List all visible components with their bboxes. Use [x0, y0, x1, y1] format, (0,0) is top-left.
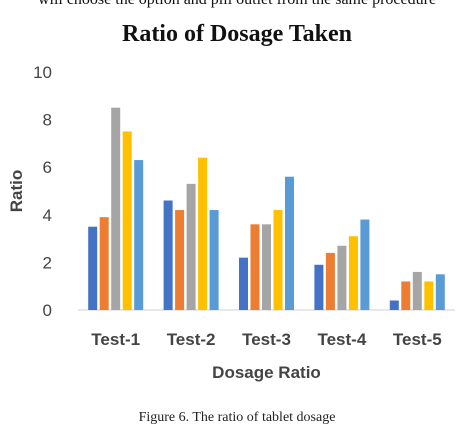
x-axis-label: Dosage Ratio — [212, 363, 321, 382]
x-tick-label: Test-4 — [317, 330, 366, 349]
bar-test-3-series-1 — [239, 257, 248, 310]
figure-caption: Figure 6. The ratio of tablet dosage — [138, 410, 336, 425]
bar-test-5-series-2 — [401, 281, 411, 310]
bar-test-1-series-3 — [111, 107, 121, 310]
y-tick-label: 10 — [33, 63, 52, 82]
bar-test-5-series-1 — [389, 300, 399, 310]
bar-test-2-series-2 — [175, 210, 185, 310]
y-axis-label: Ratio — [7, 170, 26, 213]
bar-test-3-series-3 — [262, 224, 271, 310]
bar-test-2-series-4 — [198, 157, 208, 310]
bars-group — [88, 107, 445, 310]
bar-test-3-series-5 — [285, 176, 294, 310]
bar-test-5-series-3 — [412, 271, 422, 310]
bar-chart: 0 2 4 6 8 10 Test-1 Test-2 Test-3 Test-4 Test-5 R… — [7, 63, 455, 382]
bar-test-2-series-1 — [163, 200, 173, 310]
y-tick-label: 2 — [43, 253, 52, 272]
x-tick-label: Test-2 — [167, 330, 216, 349]
x-tick-label: Test-1 — [91, 330, 140, 349]
bar-test-1-series-4 — [122, 131, 132, 310]
bar-test-4-series-5 — [360, 219, 370, 310]
bar-test-3-series-4 — [273, 210, 283, 310]
y-tick-label: 4 — [43, 206, 52, 225]
bar-test-1-series-2 — [99, 217, 109, 310]
bar-test-3-series-2 — [250, 224, 260, 310]
y-tick-label: 8 — [43, 111, 52, 130]
top-text-line: will choose the option and pill outlet f… — [0, 0, 474, 9]
y-tick-label: 6 — [43, 158, 52, 177]
bar-test-2-series-3 — [186, 183, 196, 310]
bar-test-4-series-4 — [348, 236, 358, 310]
bar-test-4-series-2 — [325, 252, 335, 310]
bar-test-1-series-1 — [88, 226, 98, 310]
y-tick-label: 0 — [43, 301, 52, 320]
bar-test-5-series-4 — [424, 281, 434, 310]
x-tick-labels: Test-1 Test-2 Test-3 Test-4 Test-5 — [91, 330, 441, 349]
y-tick-labels: 0 2 4 6 8 10 — [33, 63, 52, 320]
chart-title: Ratio of Dosage Taken — [121, 21, 353, 47]
bar-test-4-series-1 — [314, 264, 324, 310]
x-tick-label: Test-3 — [242, 330, 291, 349]
bar-test-2-series-5 — [209, 210, 219, 310]
x-tick-label: Test-5 — [393, 330, 442, 349]
bar-test-4-series-3 — [337, 245, 347, 310]
bar-test-5-series-5 — [435, 274, 445, 310]
bar-test-1-series-5 — [134, 160, 144, 310]
